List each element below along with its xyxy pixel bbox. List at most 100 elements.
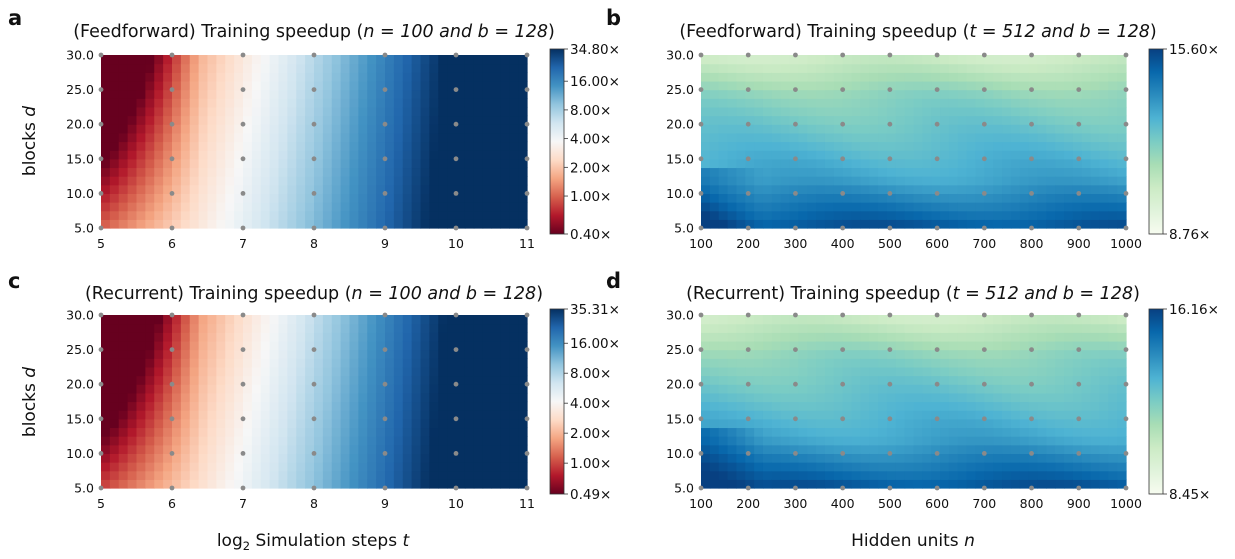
heatmap-cell <box>500 349 510 359</box>
heatmap-cell <box>207 375 217 385</box>
heatmap-cell <box>1117 89 1127 99</box>
heatmap-cell <box>895 106 906 117</box>
heatmap-cell <box>429 436 439 446</box>
sample-point <box>887 451 893 456</box>
heatmap-cell <box>922 418 932 429</box>
heatmap-cell <box>824 80 835 91</box>
heatmap-cell <box>780 315 791 325</box>
y-tick-label: 25.0 <box>666 82 694 97</box>
heatmap-cell <box>189 384 200 394</box>
heatmap-cell <box>1028 150 1039 160</box>
heatmap-cell <box>314 193 324 203</box>
x-tick-label: 7 <box>239 236 247 251</box>
heatmap-cell <box>331 176 342 186</box>
heatmap-cell <box>145 72 155 82</box>
heatmap-cell <box>1117 392 1127 403</box>
heatmap-cell <box>762 427 773 437</box>
heatmap-cell <box>842 453 853 463</box>
heatmap-cell <box>287 436 297 446</box>
heatmap-cell <box>1099 202 1109 212</box>
heatmap-cell <box>1046 375 1056 385</box>
heatmap-cell <box>305 436 315 446</box>
heatmap-cell <box>948 98 959 108</box>
heatmap-cell <box>701 340 711 351</box>
heatmap-cell <box>385 401 395 411</box>
heatmap-cell <box>1002 332 1012 342</box>
heatmap-cell <box>456 401 466 411</box>
heatmap-cell <box>736 184 746 194</box>
heatmap-cell <box>727 418 738 429</box>
heatmap-cell <box>349 106 359 117</box>
heatmap-cell <box>754 115 764 125</box>
heatmap-cell <box>878 453 888 463</box>
heatmap-cell <box>331 72 342 82</box>
heatmap-cell <box>340 392 351 403</box>
heatmap-cell <box>913 358 923 368</box>
heatmap-cell <box>411 479 422 489</box>
heatmap-cell <box>189 427 200 437</box>
heatmap-cell <box>736 98 746 108</box>
heatmap-cell <box>500 89 510 99</box>
heatmap-cell <box>509 193 519 203</box>
sample-point <box>887 485 893 491</box>
heatmap-cell <box>904 323 915 333</box>
heatmap-cell <box>154 115 164 125</box>
heatmap-cell <box>109 106 120 117</box>
heatmap-cell <box>931 375 941 385</box>
heatmap-cell <box>376 418 386 429</box>
heatmap-cell <box>913 375 923 385</box>
heatmap-cell <box>1117 479 1127 489</box>
heatmap-cell <box>1108 418 1118 429</box>
heatmap-cell <box>1028 202 1039 212</box>
heatmap-cell <box>762 401 773 411</box>
heatmap-cell <box>1037 184 1047 194</box>
heatmap-cell <box>816 132 826 143</box>
heatmap-cell <box>851 410 861 420</box>
heatmap-cell <box>296 193 306 203</box>
heatmap-cell <box>869 479 879 489</box>
heatmap-cell <box>225 193 235 203</box>
heatmap-cell <box>1037 89 1047 99</box>
heatmap-cell <box>886 410 897 420</box>
heatmap-cell <box>895 479 906 489</box>
heatmap-cell <box>1019 150 1030 160</box>
heatmap-cell <box>189 444 200 454</box>
heatmap-cell <box>833 219 844 229</box>
heatmap-cell <box>482 315 493 325</box>
heatmap-cell <box>518 210 528 220</box>
heatmap-cell <box>225 98 235 108</box>
heatmap-cell <box>180 184 191 194</box>
heatmap-cell <box>993 219 1003 229</box>
heatmap-cell <box>745 392 755 403</box>
heatmap-cell <box>780 63 791 73</box>
heatmap-cell <box>447 176 457 186</box>
heatmap-cell <box>234 158 244 169</box>
heatmap-cell <box>709 158 720 169</box>
heatmap-cell <box>1028 462 1039 472</box>
heatmap-cell <box>411 315 422 325</box>
heatmap-cell <box>180 124 191 134</box>
heatmap-cell <box>1090 167 1101 177</box>
heatmap-cell <box>833 358 844 368</box>
heatmap-cell <box>145 366 155 377</box>
heatmap-cell <box>701 98 711 108</box>
colorbar-tick-label: 15.60× <box>1169 42 1219 58</box>
heatmap-cell <box>1099 323 1109 333</box>
heatmap-cell <box>975 132 985 143</box>
heatmap-cell <box>447 453 457 463</box>
heatmap-cell <box>163 132 173 143</box>
heatmap-cell <box>340 427 351 437</box>
heatmap-cell <box>172 375 182 385</box>
heatmap-cell <box>509 427 519 437</box>
heatmap-cell <box>966 410 977 420</box>
heatmap-cell <box>993 106 1003 117</box>
heatmap-cell <box>1010 315 1021 325</box>
heatmap-cell <box>966 184 977 194</box>
heatmap-cell <box>340 366 351 377</box>
heatmap-cell <box>385 375 395 385</box>
heatmap-cell <box>1072 427 1083 437</box>
heatmap-cell <box>718 479 729 489</box>
heatmap-cell <box>948 124 959 134</box>
sample-point <box>311 485 317 491</box>
heatmap-cell <box>851 132 861 143</box>
